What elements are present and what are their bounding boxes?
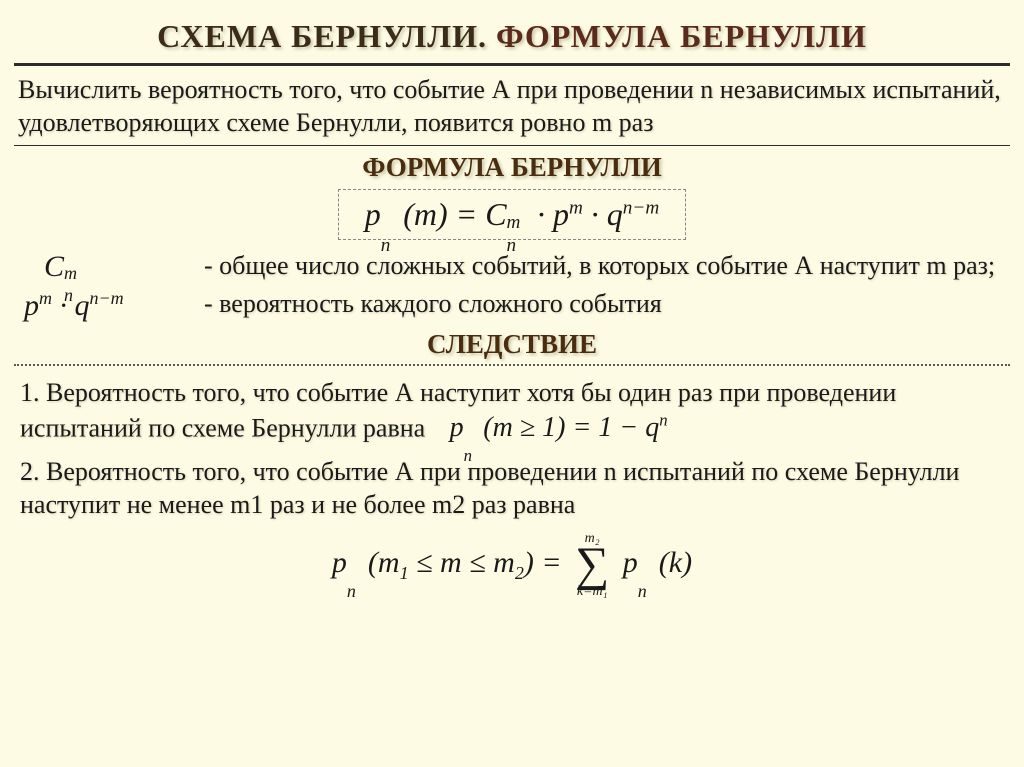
sum-bottom: k=m₁: [575, 585, 609, 599]
explanation-2-text: - вероятность каждого сложного события: [204, 288, 662, 321]
sigma-icon: ∑: [575, 546, 609, 584]
divider-dotted: [14, 364, 1010, 366]
main-formula-wrap: pn(m) = Cmn · pm · qn−m: [14, 185, 1010, 248]
problem-statement: Вычислить вероятность того, что событие …: [14, 72, 1010, 141]
slide-title: СХЕМА БЕРНУЛЛИ. ФОРМУЛА БЕРНУЛЛИ: [14, 18, 1010, 55]
consequence-2-text: 2. Вероятность того, что событие А при п…: [14, 451, 1010, 527]
consequence-2-formula: pn(m1 ≤ m ≤ m2) = m₂ ∑ k=m₁ pn(k): [14, 532, 1010, 598]
title-part-1: СХЕМА БЕРНУЛЛИ.: [157, 18, 487, 54]
consequence-1: 1. Вероятность того, что событие А насту…: [14, 372, 1010, 451]
sum-right: pn(k): [623, 546, 692, 579]
sum-left: pn(m1 ≤ m ≤ m2) =: [332, 546, 562, 579]
section-consequence-label: СЛЕДСТВИЕ: [14, 329, 1010, 360]
main-formula: pn(m) = Cmn · pm · qn−m: [338, 189, 686, 240]
section-formula-label: ФОРМУЛА БЕРНУЛЛИ: [14, 152, 1010, 183]
explanation-2: pm · qn−m - вероятность каждого сложного…: [14, 286, 1010, 325]
title-part-2: ФОРМУЛА БЕРНУЛЛИ: [487, 18, 867, 54]
explanation-2-symbol: pm · qn−m: [24, 288, 204, 323]
divider-thick-top: [14, 63, 1010, 66]
divider-thin-1: [14, 145, 1010, 146]
consequence-1-formula: pn(m ≥ 1) = 1 − qn: [432, 412, 668, 443]
explanation-1-symbol: Cmn: [44, 250, 204, 284]
slide: СХЕМА БЕРНУЛЛИ. ФОРМУЛА БЕРНУЛЛИ Вычисли…: [0, 0, 1024, 767]
explanation-1-text: - общее число сложных событий, в которых…: [204, 250, 995, 283]
sum-operator: m₂ ∑ k=m₁: [575, 532, 609, 598]
